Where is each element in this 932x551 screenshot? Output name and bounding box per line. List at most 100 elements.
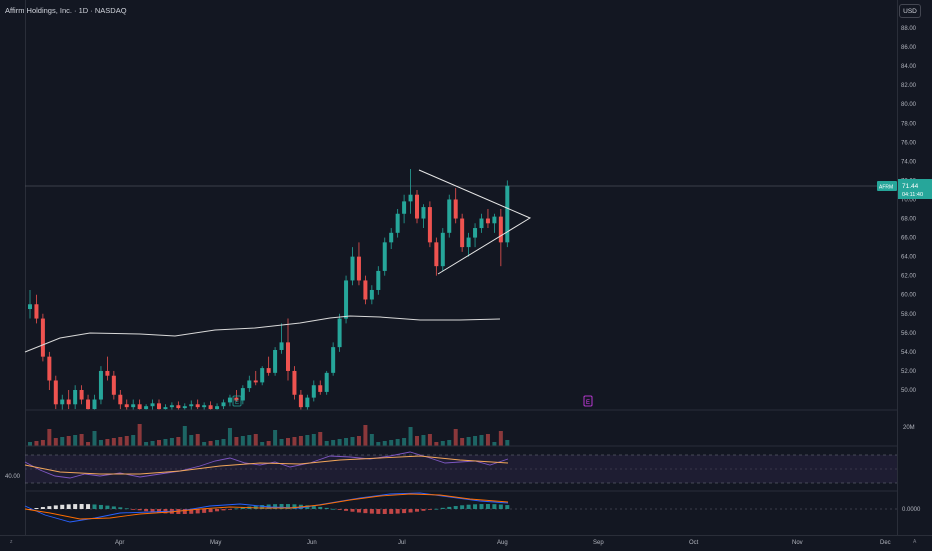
price-tick-label: 80.00: [901, 102, 917, 108]
price-tick-label: 82.00: [901, 83, 917, 89]
earnings-marker-upcoming-label: E: [586, 400, 590, 406]
candle-body: [363, 280, 368, 300]
symbol-title[interactable]: Affirm Holdings, Inc. · 1D · NASDAQ: [5, 6, 127, 15]
macd-histogram-bar: [498, 504, 503, 509]
volume-bar: [79, 434, 84, 446]
volume-bar: [395, 439, 400, 446]
price-tick-label: 58.00: [901, 312, 917, 318]
last-price-label: 71.44: [902, 183, 919, 190]
candle-body: [382, 242, 387, 271]
volume-bar: [460, 438, 465, 446]
macd-histogram-bar: [402, 509, 407, 514]
volume-bar: [498, 431, 503, 446]
macd-histogram-bar: [324, 507, 329, 509]
volume-bar: [169, 438, 174, 446]
candle-body: [131, 404, 136, 408]
candle-body: [40, 318, 45, 357]
macd-line: [24, 492, 509, 523]
volume-bar: [253, 434, 258, 446]
symbol-badge-label: AFRM: [879, 185, 893, 191]
volume-bar: [434, 442, 439, 446]
volume-bar: [137, 424, 142, 446]
volume-bar: [479, 435, 484, 446]
volume-bar: [473, 436, 478, 446]
price-tick-label: 50.00: [901, 388, 917, 394]
volume-bar: [292, 437, 297, 446]
earnings-marker-upcoming: [583, 395, 593, 407]
candle-body: [260, 368, 265, 383]
left-gutter: [0, 0, 26, 535]
candle-body: [60, 399, 65, 405]
candle-body: [273, 349, 278, 373]
macd-zero-label: 0.0000: [902, 507, 921, 513]
macd-histogram-bar: [318, 506, 323, 509]
macd-histogram-bar: [253, 505, 258, 509]
candle-body: [485, 218, 490, 224]
candle-body: [279, 342, 284, 350]
volume-bar: [98, 440, 103, 446]
volume-bar: [311, 434, 316, 446]
volume-bar: [415, 436, 419, 446]
countdown-label: 04:11:40: [902, 192, 923, 198]
macd-histogram-bar: [182, 509, 187, 514]
macd-histogram-bar: [395, 509, 400, 514]
macd-histogram-bar: [466, 504, 471, 509]
macd-histogram-bar: [215, 509, 220, 512]
volume-bar: [234, 437, 239, 446]
volume-bar: [298, 436, 303, 446]
volume-bar: [421, 435, 426, 446]
volume-bar: [247, 435, 252, 446]
candle-body: [473, 228, 478, 238]
candle-body: [176, 405, 181, 409]
volume-bar: [240, 436, 245, 446]
macd-histogram-bar: [195, 509, 200, 514]
volume-bar: [124, 436, 129, 446]
candle-body: [221, 402, 226, 407]
candle-body: [157, 403, 161, 410]
price-axis[interactable]: [897, 0, 932, 535]
auto-scale-icon[interactable]: A: [913, 539, 917, 545]
volume-bar: [331, 440, 336, 446]
macd-histogram-bar: [453, 506, 458, 509]
candle-body: [305, 397, 310, 408]
price-tick-label: 78.00: [901, 121, 917, 127]
candle-body: [247, 380, 252, 389]
macd-histogram-bar: [331, 508, 336, 510]
candle-body: [98, 370, 103, 400]
volume-bar: [286, 438, 290, 446]
time-axis[interactable]: [0, 535, 932, 551]
candle-body: [498, 216, 503, 243]
time-axis-label: Oct: [689, 540, 699, 546]
macd-histogram-bar: [53, 505, 58, 509]
macd-histogram-bar: [98, 504, 103, 509]
candle-body: [240, 388, 245, 401]
volume-bar: [53, 438, 58, 446]
candle-body: [227, 397, 232, 403]
macd-histogram-bar: [492, 504, 497, 509]
volume-bar: [202, 442, 207, 446]
macd-histogram-bar: [144, 509, 149, 512]
time-axis-label: Nov: [792, 540, 803, 546]
candle-body: [492, 216, 497, 224]
candle-body: [389, 232, 394, 243]
volume-bar: [66, 436, 71, 446]
candle-body: [150, 403, 155, 407]
price-tick-label: 56.00: [901, 331, 917, 337]
volume-bar: [408, 427, 413, 446]
macd-histogram-bar: [427, 509, 432, 510]
currency-button[interactable]: USD: [899, 4, 921, 18]
volume-bar: [73, 435, 78, 446]
price-tick-label: 54.00: [901, 350, 917, 356]
macd-histogram-bar: [440, 507, 445, 509]
macd-histogram-bar: [382, 509, 387, 514]
macd-histogram-bar: [189, 509, 194, 514]
timezone-icon[interactable]: z: [10, 539, 13, 545]
time-axis-label: Jun: [307, 540, 317, 546]
candle-body: [311, 385, 316, 398]
candle-body: [427, 207, 432, 243]
macd-histogram-bar: [447, 506, 452, 509]
candle-body: [169, 405, 174, 408]
price-tick-label: 68.00: [901, 217, 917, 223]
candle-body: [202, 405, 207, 408]
